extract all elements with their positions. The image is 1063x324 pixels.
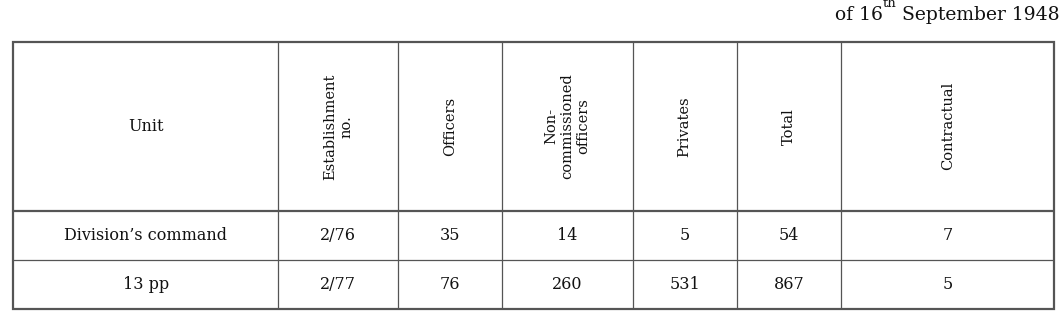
Text: Total: Total <box>782 108 796 145</box>
Text: Division’s command: Division’s command <box>64 227 227 244</box>
Text: 5: 5 <box>679 227 690 244</box>
Text: Privates: Privates <box>678 96 692 156</box>
Text: 76: 76 <box>440 276 460 293</box>
Text: th: th <box>882 0 896 9</box>
Text: Officers: Officers <box>443 97 457 156</box>
Text: Contractual: Contractual <box>941 82 955 170</box>
Text: 35: 35 <box>440 227 460 244</box>
Text: September 1948: September 1948 <box>896 6 1060 24</box>
Text: 54: 54 <box>779 227 799 244</box>
Text: 2/76: 2/76 <box>320 227 356 244</box>
Text: 14: 14 <box>557 227 577 244</box>
Text: Establishment
no.: Establishment no. <box>323 73 353 179</box>
Text: Unit: Unit <box>128 118 164 135</box>
Text: 531: 531 <box>670 276 701 293</box>
Text: 2/77: 2/77 <box>320 276 356 293</box>
Text: 260: 260 <box>553 276 583 293</box>
Text: 5: 5 <box>943 276 952 293</box>
Text: of 16: of 16 <box>834 6 882 24</box>
Text: 7: 7 <box>943 227 952 244</box>
Text: 867: 867 <box>774 276 805 293</box>
Bar <box>13 42 1054 309</box>
Text: 13 pp: 13 pp <box>122 276 169 293</box>
Text: Non-
commissioned
officers: Non- commissioned officers <box>544 74 591 179</box>
